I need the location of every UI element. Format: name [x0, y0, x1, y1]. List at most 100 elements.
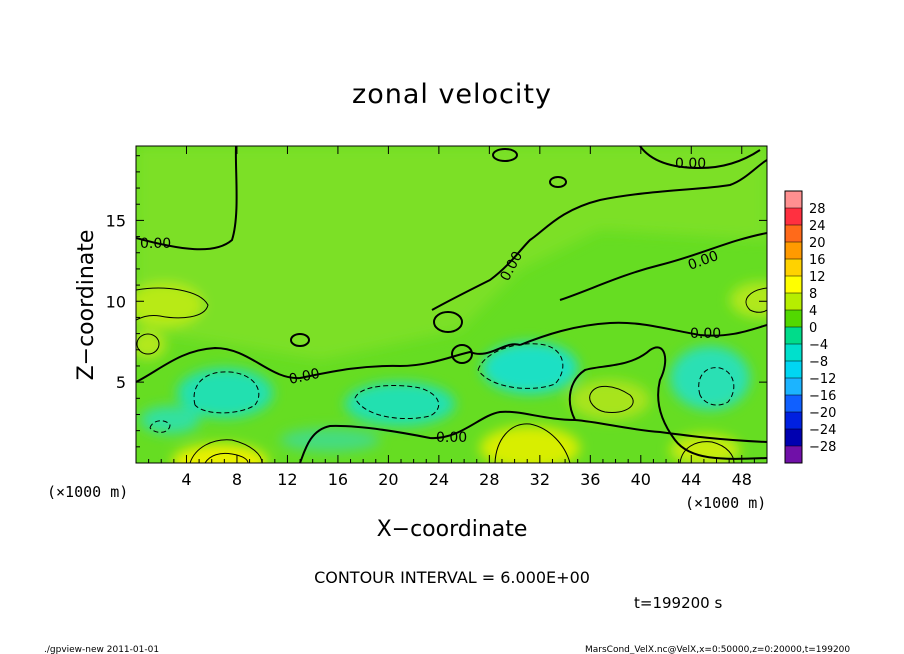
contour-label: 0.00	[436, 430, 467, 446]
x-tick-label: 48	[732, 470, 752, 489]
colorbar-swatch	[785, 276, 802, 294]
colorbar-label: 8	[809, 287, 817, 302]
colorbar-label: 28	[809, 202, 826, 217]
x-tick-label: 40	[631, 470, 651, 489]
x-tick-label: 12	[277, 470, 297, 489]
colorbar-label: 20	[809, 236, 826, 251]
colorbar-label: −28	[809, 440, 836, 455]
contour-island-5	[451, 344, 473, 364]
colorbar-swatch	[785, 327, 802, 345]
colorbar-swatch	[785, 259, 802, 277]
contour-pos-mid	[589, 385, 634, 414]
contour-pos-small	[136, 333, 160, 355]
colorbar-label: 24	[809, 219, 826, 234]
colorbar-swatch	[785, 344, 802, 362]
contour-zero-topright	[639, 146, 761, 170]
contour-neg-1	[193, 371, 260, 414]
shade-patch-right-top	[730, 282, 767, 318]
contour-interval-text: CONTOUR INTERVAL = 6.000E+00	[314, 568, 590, 587]
y-tick-label: 10	[106, 292, 126, 311]
contour-pos-left	[136, 287, 209, 321]
contour-pos-bottom-left	[189, 439, 263, 463]
contour-label: 0.00	[288, 366, 322, 388]
contour-zero-diagonal	[431, 159, 767, 311]
x-tick-label: 8	[232, 470, 242, 489]
colorbar-label: 12	[809, 270, 826, 285]
x-tick-label: 16	[328, 470, 348, 489]
contour-zero-bottom	[299, 410, 767, 463]
contour-island-3	[290, 333, 310, 347]
contour-zero-middle-right	[519, 321, 767, 346]
colorbar-label: −20	[809, 406, 836, 421]
shade-neg-2	[345, 382, 455, 426]
contour-neg-4	[698, 367, 735, 406]
shade-patch-left-mid	[136, 331, 166, 359]
x-axis-title: X−coordinate	[377, 517, 528, 542]
x-tick-label: 20	[378, 470, 398, 489]
colorbar: 28 24 20 16 12 8 4 0 −4 −8 −12 −16 −20 −24 −28	[784, 190, 836, 464]
contour-zero-right-vertical	[568, 346, 767, 460]
contour-label: 0.00	[675, 156, 706, 172]
y-tick-label: 5	[116, 373, 126, 392]
contour-zero-upper-right2	[559, 232, 767, 301]
colorbar-swatch	[785, 310, 802, 328]
contour-pos-right	[745, 287, 767, 313]
colorbar-label: 16	[809, 253, 826, 268]
footer-right: MarsCond_VelX.nc@VelX,x=0:50000,z=0:2000…	[585, 645, 850, 654]
contour-lines	[136, 146, 767, 463]
x-tick-label: 32	[530, 470, 550, 489]
contour-pos-bottom-right	[679, 441, 735, 463]
x-unit-right: (×1000 m)	[685, 494, 766, 512]
colorbar-swatch	[785, 378, 802, 396]
colorbar-label: 0	[809, 321, 817, 336]
contour-label: 0.00	[690, 326, 721, 342]
shade-neg-4	[670, 346, 750, 410]
y-axis: 5 10 15	[106, 155, 767, 448]
x-axis: 4 8 12 16 20 24 28 32 36 40 44 48	[148, 146, 755, 489]
shade-patch-mid	[570, 380, 650, 420]
x-tick-label: 4	[181, 470, 191, 489]
contour-zero-lower	[136, 343, 521, 383]
colorbar-swatch	[785, 446, 802, 464]
colorbar-swatch	[785, 242, 802, 260]
shade-pos-3	[670, 434, 740, 463]
colorbar-swatch	[785, 225, 802, 243]
x-tick-label: 44	[681, 470, 701, 489]
contour-pos-bottom-mid	[494, 423, 571, 463]
contour-neg-3	[477, 343, 564, 389]
shade-upper-light	[136, 146, 767, 360]
colorbar-label: −16	[809, 389, 836, 404]
chart-title: zonal velocity	[352, 79, 552, 110]
shade-neg-6	[280, 428, 380, 452]
colorbar-label: 4	[809, 304, 817, 319]
y-axis-title: Z−coordinate	[74, 230, 99, 381]
colorbar-swatch	[785, 395, 802, 413]
colorbar-swatch	[785, 429, 802, 447]
colorbar-label: −12	[809, 372, 836, 387]
x-unit-left: (×1000 m)	[47, 483, 128, 501]
contour-neg-2	[354, 384, 440, 420]
contour-neg-5	[149, 420, 171, 433]
time-text: t=199200 s	[634, 594, 722, 612]
contour-island-1	[549, 176, 567, 188]
shade-neg-3	[482, 342, 578, 394]
colorbar-label: −4	[809, 338, 828, 353]
shade-neg-5	[140, 406, 200, 434]
contour-zero-upper	[136, 146, 238, 251]
colorbar-label: −8	[809, 355, 828, 370]
footer-left: ./gpview-new 2011-01-01	[44, 645, 159, 654]
y-tick-label: 15	[106, 211, 126, 230]
colorbar-swatch	[785, 191, 802, 209]
x-tick-label: 28	[479, 470, 499, 489]
contour-label: 0.00	[140, 236, 171, 252]
contour-island-2	[492, 148, 518, 162]
field-shading	[136, 146, 767, 463]
colorbar-label: −24	[809, 423, 836, 438]
colorbar-swatch	[785, 412, 802, 430]
x-tick-label: 36	[580, 470, 600, 489]
x-tick-label: 24	[429, 470, 449, 489]
colorbar-swatch	[785, 208, 802, 226]
contour-pos-bottom-left2	[204, 452, 249, 463]
colorbar-swatch	[785, 361, 802, 379]
